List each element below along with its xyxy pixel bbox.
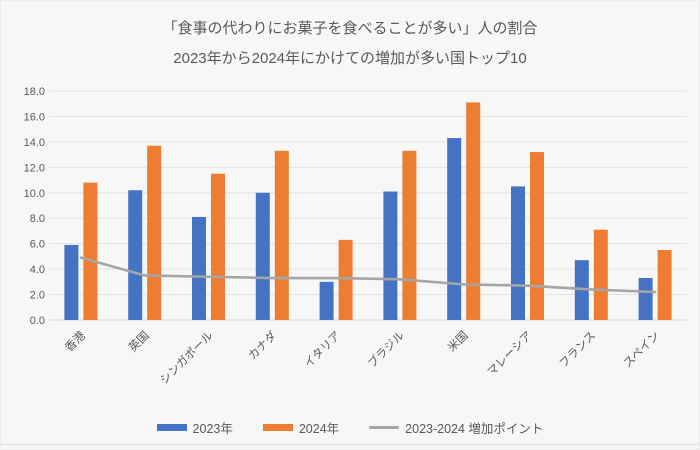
legend-swatch-2024 (262, 424, 293, 431)
y-tick-label: 16.0 (24, 111, 45, 123)
x-tick-label-イタリア: イタリア (302, 329, 343, 370)
chart-title-line-2: 2023年から2024年にかけての増加が多い国トップ10 (173, 50, 527, 67)
bar-2024-マレーシア (530, 152, 544, 320)
x-tick-label-米国: 米国 (445, 329, 470, 354)
chart-plot-area: 0.0 2.0 4.0 6.0 8.0 10.0 12.0 14.0 16.0 18.0 香港 英国シ… (24, 86, 687, 387)
x-tick-label-カナダ: カナダ (245, 328, 280, 363)
bar-2023-カナダ (255, 192, 270, 320)
legend-label-increase: 2023-2024 増加ポイント (405, 422, 544, 436)
legend-label-2023: 2023年 (192, 422, 233, 436)
y-tick-label: 18.0 (24, 86, 45, 98)
bar-2024-香港 (83, 182, 98, 320)
bottom-divider (1, 444, 699, 445)
x-tick-label-スペイン: スペイン (622, 330, 662, 370)
x-tick-label-ブラジル: ブラジル (365, 328, 407, 370)
bar-2023-イタリア (319, 281, 334, 320)
legend-item-2024: 2024年 (262, 418, 340, 437)
y-tick-label: 6.0 (30, 239, 45, 251)
bar-2024-シンガポール (211, 173, 225, 320)
bar-2024-スペイン (657, 250, 672, 320)
y-tick-label: 10.0 (24, 188, 45, 200)
y-tick-label: 14.0 (24, 137, 45, 149)
bar-2023-シンガポール (192, 216, 206, 320)
bar-2023-ブラジル (383, 191, 398, 320)
bar-2024-イタリア (338, 239, 353, 320)
bar-2024-ブラジル (402, 150, 417, 320)
bar-2023-マレーシア (511, 186, 525, 320)
y-tick-label: 8.0 (30, 213, 45, 225)
chart-legend: 2023年 2024年 2023-2024 増加ポイント (1, 418, 699, 437)
legend-swatch-2023 (156, 424, 187, 431)
legend-swatch-increase-line (369, 426, 400, 429)
y-tick-label: 0.0 (30, 315, 45, 327)
bar-2024-フランス (593, 229, 608, 320)
x-tick-label-マレーシア: マレーシア (486, 330, 535, 379)
chart-title-line-1: 「食事の代わりにお菓子を食べることが多い」人の割合 (162, 20, 538, 37)
bar-2024-米国 (466, 102, 481, 320)
legend-label-2024: 2024年 (298, 422, 340, 436)
y-tick-label: 4.0 (30, 264, 45, 276)
x-tick-label-英国: 英国 (126, 328, 152, 354)
increase-line (79, 256, 657, 294)
bar-2024-英国 (147, 145, 162, 320)
bar-2023-米国 (447, 138, 462, 320)
x-tick-label-香港: 香港 (63, 329, 89, 355)
bar-2023-スペイン (638, 278, 653, 320)
y-tick-label: 12.0 (24, 162, 45, 174)
legend-item-2023: 2023年 (156, 418, 233, 437)
legend-item-increase: 2023-2024 増加ポイント (369, 418, 543, 437)
y-tick-label: 2.0 (30, 290, 45, 302)
x-tick-label-シンガポール: シンガポール (158, 329, 216, 387)
bar-2023-香港 (64, 244, 79, 320)
x-tick-label-フランス: フランス (558, 330, 599, 371)
bar-2023-英国 (128, 190, 143, 320)
chart-title: 「食事の代わりにお菓子を食べることが多い」人の割合 2023年から2024年にか… (1, 14, 699, 74)
bar-2024-カナダ (274, 150, 289, 320)
